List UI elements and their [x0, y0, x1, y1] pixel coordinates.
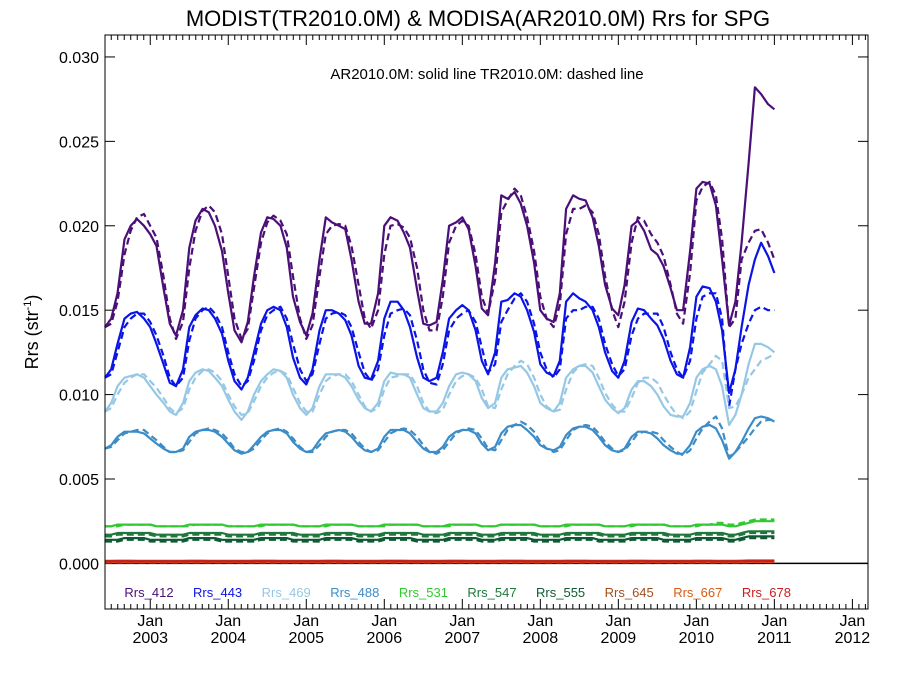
legend-label-rrs-547: Rrs_547	[467, 585, 516, 600]
legend-label-rrs-555: Rrs_555	[536, 585, 585, 600]
y-tick-label: 0.010	[59, 388, 99, 405]
y-axis-label-sup: -1	[22, 301, 34, 311]
legend-label-rrs-488: Rrs_488	[330, 585, 379, 600]
line-style-annotation: AR2010.0M: solid line TR2010.0M: dashed …	[330, 66, 643, 83]
chart-title: MODIST(TR2010.0M) & MODISA(AR2010.0M) Rr…	[186, 6, 770, 31]
series-line-rrs-547-solid	[105, 530, 775, 536]
series-line-rrs-412-dashed	[104, 180, 776, 340]
x-tick-month-label: Jan	[293, 613, 319, 630]
series-line-rrs-443-solid	[104, 241, 776, 394]
legend-label-rrs-469: Rrs_469	[262, 585, 311, 600]
legend-label-rrs-667: Rrs_667	[673, 585, 722, 600]
legend-label-rrs-531: Rrs_531	[399, 585, 448, 600]
plot-area: 0.0000.0050.0100.0150.0200.0250.030Jan20…	[59, 35, 870, 647]
x-tick-month-label: Jan	[215, 613, 241, 630]
x-tick-month-label: Jan	[527, 613, 553, 630]
series-line-rrs-412-solid	[104, 86, 776, 344]
y-tick-label: 0.030	[59, 50, 99, 67]
x-tick-year-label: 2006	[367, 630, 403, 647]
x-tick-year-label: 2012	[835, 630, 871, 647]
x-tick-year-label: 2010	[679, 630, 715, 647]
legend-label-rrs-678: Rrs_678	[742, 585, 791, 600]
x-tick-year-label: 2011	[757, 630, 792, 647]
y-axis-label-end: )	[22, 295, 42, 301]
legend-label-rrs-412: Rrs_412	[124, 585, 173, 600]
series-line-rrs-488-solid	[104, 415, 775, 460]
legend-label-rrs-645: Rrs_645	[605, 585, 654, 600]
x-tick-year-label: 2004	[210, 630, 246, 647]
plot-frame	[104, 34, 869, 610]
series-line-rrs-555-solid	[105, 535, 775, 541]
x-tick-month-label: Jan	[449, 613, 475, 630]
series-line-rrs-488-dashed	[104, 415, 775, 459]
y-tick-label: 0.005	[59, 472, 99, 489]
series-line-rrs-555-dashed	[105, 536, 775, 543]
y-axis-label-main: Rrs (str	[22, 310, 42, 369]
x-tick-year-label: 2003	[132, 630, 168, 647]
legend-label-rrs-443: Rrs_443	[193, 585, 242, 600]
series-line-rrs-469-dashed	[104, 353, 775, 420]
x-tick-month-label: Jan	[137, 613, 163, 630]
series-line-rrs-531-solid	[105, 520, 775, 528]
series-line-rrs-469-solid	[104, 342, 776, 427]
x-tick-year-label: 2005	[288, 630, 324, 647]
x-tick-year-label: 2007	[445, 630, 481, 647]
y-tick-label: 0.025	[59, 134, 99, 151]
y-tick-label: 0.015	[59, 303, 99, 320]
x-tick-month-label: Jan	[761, 613, 787, 630]
x-tick-month-label: Jan	[683, 613, 709, 630]
x-tick-month-label: Jan	[605, 613, 631, 630]
y-tick-label: 0.000	[59, 556, 99, 573]
y-axis-label: Rrs (str-1)	[22, 295, 42, 370]
x-tick-year-label: 2009	[601, 630, 637, 647]
x-tick-month-label: Jan	[839, 613, 865, 630]
x-tick-year-label: 2008	[523, 630, 559, 647]
series-line-rrs-443-dashed	[104, 292, 775, 408]
x-tick-month-label: Jan	[371, 613, 397, 630]
series-line-rrs-547-dashed	[105, 531, 775, 538]
y-tick-label: 0.020	[59, 219, 99, 236]
